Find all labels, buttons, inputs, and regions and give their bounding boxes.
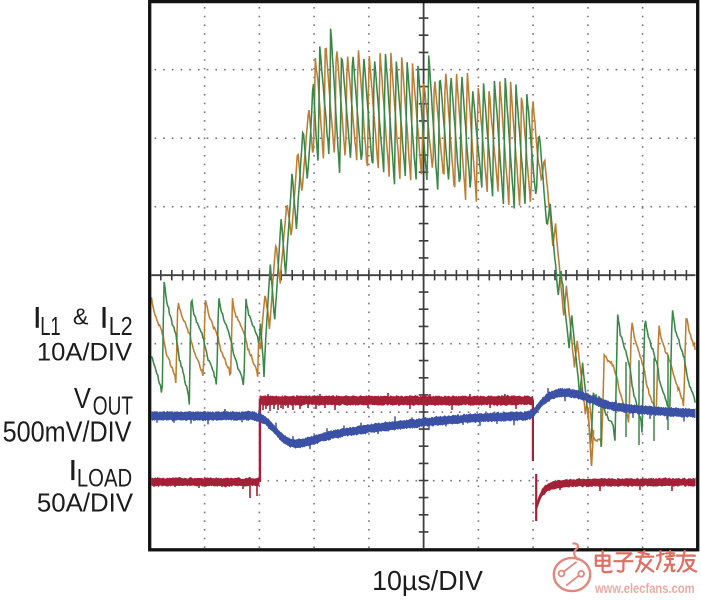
svg-text:www.elecfans.com: www.elecfans.com bbox=[594, 581, 694, 596]
svg-text:500mV/DIV: 500mV/DIV bbox=[3, 416, 132, 448]
svg-text:L2: L2 bbox=[109, 311, 133, 341]
svg-text:OUT: OUT bbox=[93, 393, 133, 421]
svg-text:LOAD: LOAD bbox=[77, 465, 132, 492]
svg-text:&: & bbox=[73, 304, 89, 330]
svg-text:L1: L1 bbox=[40, 311, 61, 341]
svg-text:V: V bbox=[74, 382, 91, 414]
svg-text:50A/DIV: 50A/DIV bbox=[37, 490, 133, 518]
svg-text:10µs/DIV: 10µs/DIV bbox=[372, 565, 484, 596]
svg-text:10A/DIV: 10A/DIV bbox=[37, 338, 132, 366]
